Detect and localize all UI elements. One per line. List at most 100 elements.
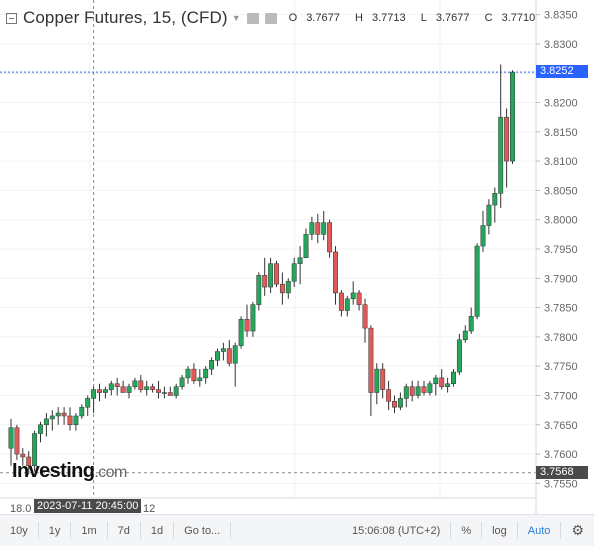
candle[interactable] (468, 307, 474, 334)
candle[interactable] (285, 278, 291, 299)
candle[interactable] (474, 243, 480, 320)
instrument-title[interactable]: Copper Futures, 15, (CFD) (23, 8, 228, 27)
candle[interactable] (291, 257, 297, 288)
candle[interactable] (91, 386, 97, 414)
candle[interactable] (321, 210, 327, 241)
clock-display[interactable]: 15:06:08 (UTC+2) (351, 524, 441, 537)
candle[interactable] (49, 410, 55, 431)
candle[interactable] (333, 246, 338, 305)
candle[interactable] (510, 70, 515, 165)
candle[interactable] (126, 383, 132, 399)
candle[interactable] (156, 380, 161, 399)
candle[interactable] (179, 374, 185, 390)
candle[interactable] (8, 418, 14, 466)
candle[interactable] (73, 413, 79, 431)
candle[interactable] (55, 407, 61, 425)
candle[interactable] (197, 369, 203, 387)
candle[interactable] (85, 395, 91, 416)
candle[interactable] (256, 272, 262, 311)
candle[interactable] (462, 325, 468, 343)
candle[interactable] (43, 413, 49, 437)
candle[interactable] (144, 380, 150, 396)
range-10y-button[interactable]: 10y (10, 524, 28, 537)
candle[interactable] (268, 257, 274, 293)
percent-button[interactable]: % (461, 524, 472, 537)
candle[interactable] (132, 377, 138, 390)
candle[interactable] (150, 383, 156, 393)
candle[interactable] (161, 386, 167, 399)
candle[interactable] (61, 407, 67, 425)
candle[interactable] (303, 228, 309, 259)
candle[interactable] (173, 383, 179, 399)
candle[interactable] (191, 363, 197, 384)
candle[interactable] (344, 295, 350, 317)
candle[interactable] (374, 363, 380, 405)
candle[interactable] (262, 257, 268, 296)
range-1m-button[interactable]: 1m (81, 524, 97, 537)
candle[interactable] (238, 316, 244, 349)
candle[interactable] (97, 383, 102, 402)
candle[interactable] (504, 108, 510, 188)
range-1d-button[interactable]: 1d (150, 524, 164, 537)
candle[interactable] (397, 392, 403, 411)
candle[interactable] (114, 377, 120, 396)
candle[interactable] (279, 272, 285, 305)
range-7d-button[interactable]: 7d (117, 524, 130, 537)
collapse-icon[interactable] (6, 12, 17, 24)
candle[interactable] (209, 357, 215, 375)
candle[interactable] (185, 366, 191, 384)
candle[interactable] (203, 366, 209, 384)
candle[interactable] (315, 213, 321, 244)
candle[interactable] (445, 377, 451, 393)
candle[interactable] (102, 386, 108, 399)
chevron-down-icon[interactable]: ▼ (231, 13, 241, 23)
candle[interactable] (297, 246, 303, 285)
log-button[interactable]: log (492, 524, 507, 537)
candle[interactable] (244, 304, 250, 337)
candle[interactable] (415, 380, 421, 399)
candle[interactable] (492, 187, 498, 223)
candle[interactable] (274, 260, 279, 288)
candle[interactable] (215, 348, 220, 367)
candle[interactable] (386, 380, 392, 411)
candle[interactable] (362, 298, 368, 343)
candle[interactable] (409, 380, 415, 402)
candle[interactable] (451, 369, 456, 387)
candle[interactable] (392, 395, 397, 414)
candle[interactable] (456, 333, 462, 375)
candle[interactable] (338, 290, 344, 317)
gear-icon[interactable]: ⚙ (571, 522, 584, 538)
eye-icon[interactable] (246, 12, 259, 24)
candle[interactable] (38, 421, 43, 443)
candle[interactable] (226, 339, 232, 367)
candle[interactable] (138, 374, 144, 393)
candle[interactable] (480, 210, 486, 252)
candle[interactable] (327, 219, 333, 258)
candle[interactable] (14, 424, 20, 460)
candle[interactable] (250, 301, 256, 337)
candle[interactable] (20, 448, 26, 466)
settings-icon[interactable] (264, 12, 277, 24)
candle[interactable] (380, 363, 386, 399)
goto-button[interactable]: Go to... (184, 524, 221, 537)
candle[interactable] (79, 404, 85, 419)
candle[interactable] (26, 451, 32, 475)
candle[interactable] (350, 281, 356, 305)
candle[interactable] (439, 369, 445, 390)
candle[interactable] (403, 383, 409, 408)
candle[interactable] (32, 430, 38, 472)
candle[interactable] (120, 380, 126, 393)
candle[interactable] (356, 290, 362, 311)
candle[interactable] (421, 380, 427, 396)
candle[interactable] (368, 325, 374, 416)
candle[interactable] (433, 374, 439, 396)
candle[interactable] (486, 199, 492, 235)
candle[interactable] (309, 216, 315, 241)
candle[interactable] (67, 407, 73, 431)
candle[interactable] (498, 64, 504, 208)
candle[interactable] (232, 342, 238, 387)
candle[interactable] (220, 342, 226, 361)
candle[interactable] (427, 380, 433, 396)
auto-scale-button[interactable]: Auto (527, 524, 551, 537)
